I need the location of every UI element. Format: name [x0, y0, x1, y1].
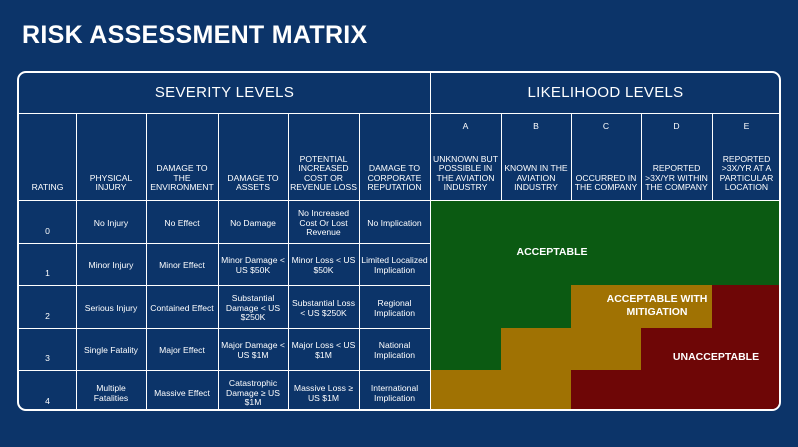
- risk-matrix: SEVERITY LEVELS LIKELIHOOD LEVELS RATING…: [17, 71, 781, 411]
- grid-line: [19, 370, 430, 371]
- severity-cell: International Implication: [370, 382, 419, 403]
- zone-cell-mitigation: [430, 370, 501, 409]
- severity-levels-header: SEVERITY LEVELS: [154, 84, 295, 101]
- zone-cell-unacceptable: [712, 328, 779, 370]
- grid-line: [19, 113, 779, 114]
- severity-cell: No Effect: [164, 217, 200, 228]
- severity-cell: No Injury: [93, 217, 129, 228]
- severity-cell: Minor Effect: [159, 260, 205, 271]
- zone-cell-acceptable: [430, 285, 501, 328]
- severity-cell: Limited Localized Implication: [361, 255, 428, 275]
- severity-cell: Catastrophic Damage ≥ US $1M: [226, 378, 280, 408]
- zone-cell-acceptable: [571, 200, 641, 243]
- likelihood-column-header: A UNKNOWN BUT POSSIBLE IN THE AVIATION IN…: [430, 113, 501, 200]
- zone-label-mitigation: ACCEPTABLE WITH MITIGATION: [606, 293, 708, 318]
- likelihood-levels-header: LIKELIHOOD LEVELS: [527, 84, 684, 101]
- grid-line: [19, 285, 430, 286]
- zone-cell-unacceptable: [641, 370, 712, 409]
- zone-cell-unacceptable: [641, 328, 712, 370]
- grid-line: [19, 328, 430, 329]
- zone-cell-mitigation: [641, 285, 712, 328]
- severity-column-header: DAMAGE TO THE ENVIRONMENT: [150, 163, 214, 193]
- severity-cell: No Damage: [230, 217, 276, 228]
- zone-cell-unacceptable: [712, 285, 779, 328]
- zone-cell-mitigation: [571, 328, 641, 370]
- severity-column-header: DAMAGE TO CORPORATE REPUTATION: [367, 163, 422, 193]
- likelihood-label: OCCURRED IN THE COMPANY: [574, 172, 638, 193]
- severity-column-header: PHYSICAL INJURY: [89, 172, 133, 193]
- likelihood-column-header: E REPORTED >3X/YR AT A PARTICULAR LOCATIO…: [712, 113, 779, 200]
- zone-cell-mitigation: [501, 370, 571, 409]
- severity-cell: National Implication: [373, 340, 416, 360]
- severity-column-header: RATING: [31, 182, 64, 193]
- likelihood-letter: A: [462, 121, 469, 131]
- likelihood-letter: B: [533, 121, 539, 131]
- likelihood-letter: E: [743, 121, 750, 131]
- zone-cell-acceptable: [430, 243, 501, 285]
- severity-cell: Contained Effect: [150, 302, 214, 313]
- zone-cell-acceptable: [571, 243, 641, 285]
- rating-cell: 4: [45, 396, 50, 407]
- severity-cell: Minor Injury: [88, 260, 134, 271]
- rating-cell: 0: [45, 226, 50, 237]
- likelihood-letter: D: [673, 121, 680, 131]
- grid-line: [146, 113, 147, 409]
- likelihood-label: KNOWN IN THE AVIATION INDUSTRY: [504, 163, 568, 193]
- likelihood-label: UNKNOWN BUT POSSIBLE IN THE AVIATION IND…: [433, 153, 498, 193]
- zone-cell-mitigation: [571, 285, 641, 328]
- rating-cell: 3: [45, 353, 50, 364]
- severity-cell: Minor Loss < US $50K: [291, 255, 356, 275]
- severity-column-header: DAMAGE TO ASSETS: [227, 172, 279, 193]
- zone-cell-acceptable: [641, 200, 712, 243]
- zone-cell-acceptable: [712, 243, 779, 285]
- zone-cell-acceptable: [501, 285, 571, 328]
- likelihood-label: REPORTED >3X/YR AT A PARTICULAR LOCATION: [719, 153, 774, 193]
- severity-cell: Major Effect: [159, 345, 205, 356]
- rating-cell: 1: [45, 268, 50, 279]
- grid-line: [359, 113, 360, 409]
- grid-line: [430, 73, 431, 409]
- likelihood-column-header: B KNOWN IN THE AVIATION INDUSTRY: [501, 113, 571, 200]
- zone-cell-unacceptable: [571, 370, 641, 409]
- zone-label-unacceptable: UNACCEPTABLE: [672, 351, 760, 363]
- zone-cell-acceptable: [501, 243, 571, 285]
- severity-cell: Single Fatality: [84, 345, 138, 356]
- likelihood-letter: C: [602, 121, 610, 131]
- likelihood-column-header: C OCCURRED IN THE COMPANY: [571, 113, 641, 200]
- zone-cell-acceptable: [430, 328, 501, 370]
- grid-line: [641, 113, 642, 200]
- severity-column-header: POTENTIAL INCREASED COST OR REVENUE LOSS: [290, 153, 357, 193]
- severity-cell: Major Loss < US $1M: [291, 340, 356, 360]
- severity-cell: Serious Injury: [84, 302, 138, 313]
- grid-line: [19, 243, 430, 244]
- grid-line: [218, 113, 219, 409]
- severity-cell: Substantial Damage < US $250K: [225, 293, 281, 323]
- likelihood-label: REPORTED >3X/YR WITHIN THE COMPANY: [645, 163, 708, 193]
- zone-cell-acceptable: [501, 200, 571, 243]
- severity-cell: Massive Effect: [154, 387, 210, 398]
- zone-cell-acceptable: [430, 200, 501, 243]
- zone-cell-mitigation: [501, 328, 571, 370]
- zone-label-acceptable: ACCEPTABLE: [516, 246, 588, 258]
- page-title: RISK ASSESSMENT MATRIX: [22, 21, 368, 49]
- grid-line: [501, 113, 502, 200]
- grid-line: [571, 113, 572, 200]
- zone-cell-acceptable: [712, 200, 779, 243]
- severity-cell: No Increased Cost Or Lost Revenue: [297, 208, 350, 238]
- severity-cell: No Implication: [367, 217, 422, 228]
- severity-cell: Massive Loss ≥ US $1M: [293, 382, 354, 403]
- severity-cell: Minor Damage < US $50K: [221, 255, 285, 275]
- likelihood-column-header: D REPORTED >3X/YR WITHIN THE COMPANY: [641, 113, 712, 200]
- grid-line: [76, 113, 77, 409]
- severity-cell: Substantial Loss < US $250K: [291, 297, 356, 318]
- grid-line: [712, 113, 713, 200]
- grid-line: [288, 113, 289, 409]
- severity-cell: Major Damage < US $1M: [221, 340, 285, 360]
- zone-cell-unacceptable: [712, 370, 779, 409]
- zone-cell-acceptable: [641, 243, 712, 285]
- rating-cell: 2: [45, 311, 50, 322]
- grid-line: [19, 200, 779, 201]
- severity-cell: Multiple Fatalities: [93, 382, 129, 403]
- severity-cell: Regional Implication: [373, 297, 416, 318]
